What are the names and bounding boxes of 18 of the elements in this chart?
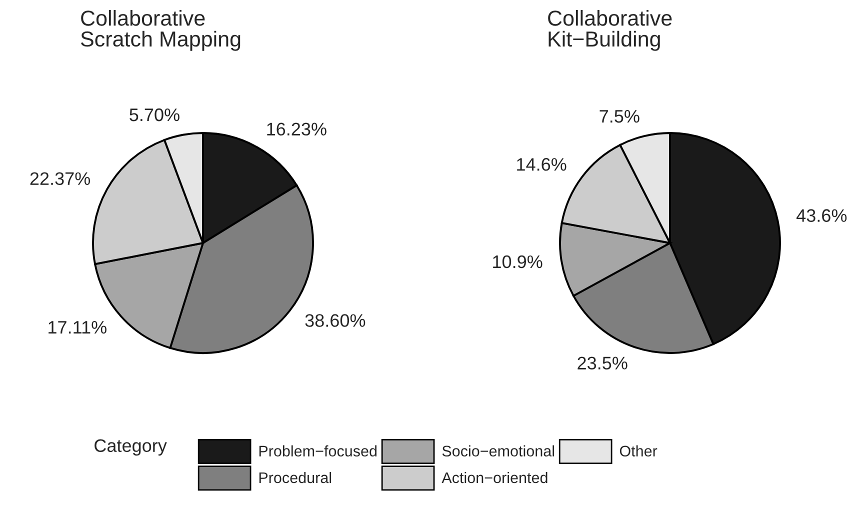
legend-label: Procedural	[259, 472, 332, 484]
data-label: 7.5%	[600, 110, 640, 123]
data-label: 38.60%	[305, 314, 366, 327]
legend-title: Category	[94, 439, 167, 456]
data-label: 43.6%	[796, 209, 847, 222]
data-label: 16.23%	[267, 122, 326, 136]
legend-label: Socio−emotional	[442, 445, 554, 457]
chart-title: Collaborative Scratch Mapping	[80, 10, 240, 51]
legend-label: Action−oriented	[442, 472, 548, 484]
data-label: 22.37%	[30, 172, 90, 186]
legend-label: Problem−focused	[259, 445, 377, 457]
chart-title: Collaborative Kit−Building	[548, 10, 672, 51]
data-label: 14.6%	[517, 158, 566, 171]
legend-label: Other	[620, 445, 658, 457]
data-label: 5.70%	[130, 108, 180, 122]
data-label: 10.9%	[493, 255, 542, 268]
data-label: 23.5%	[578, 356, 628, 370]
data-label: 17.11%	[48, 320, 106, 334]
